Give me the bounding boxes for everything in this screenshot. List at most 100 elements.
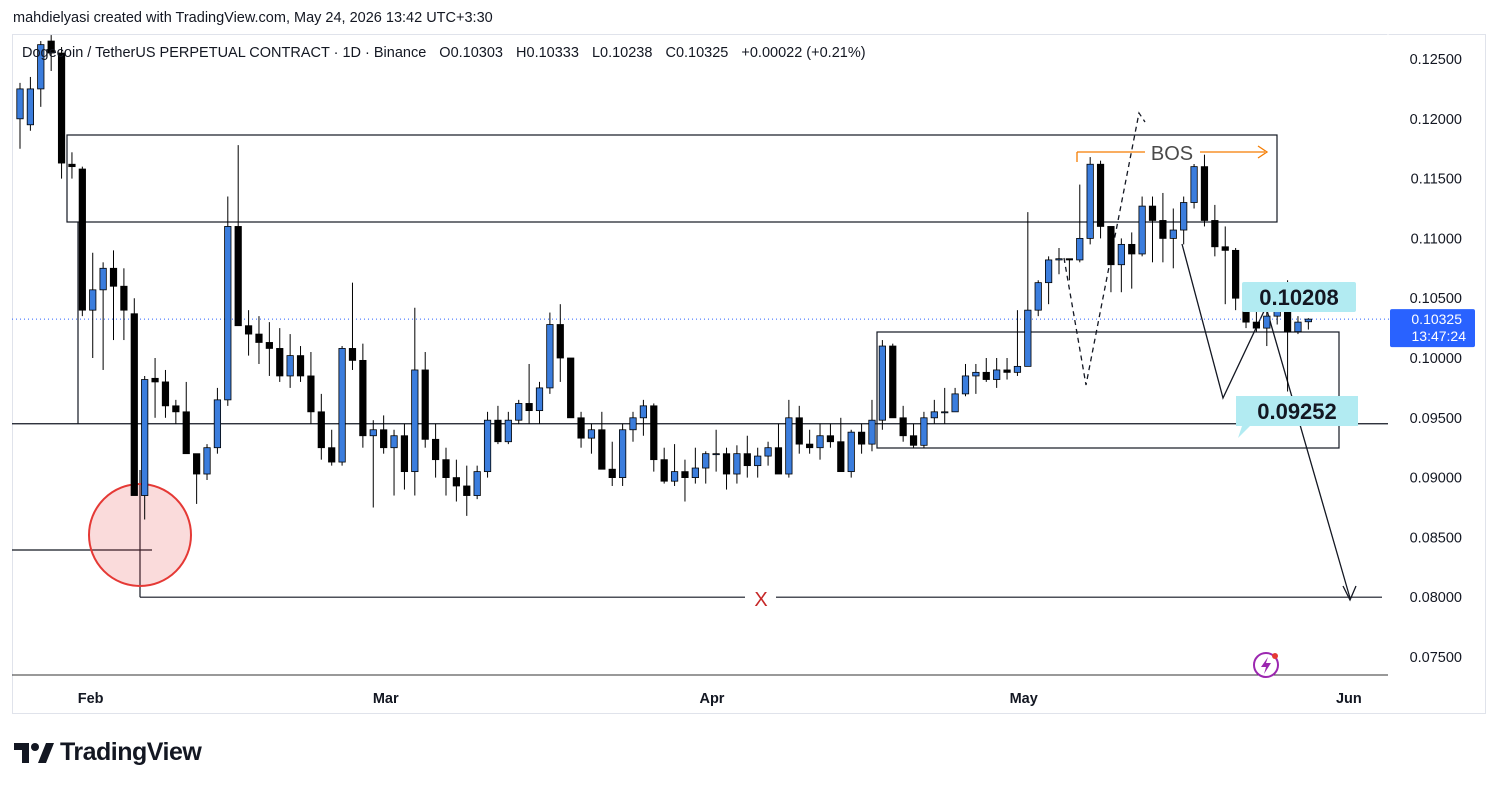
candle-body-bullish xyxy=(390,435,398,449)
candle xyxy=(26,76,34,131)
candle xyxy=(1076,184,1084,263)
symbol-legend[interactable]: Dogecoin / TetherUS PERPETUAL CONTRACT ·… xyxy=(22,45,875,61)
candle xyxy=(78,166,86,317)
candle-body-bullish xyxy=(1086,163,1094,239)
candles-layer[interactable] xyxy=(16,35,1312,520)
candle-body-bullish xyxy=(1263,315,1271,329)
candle-body-bearish xyxy=(172,405,180,413)
candle xyxy=(857,423,866,454)
candle xyxy=(1086,157,1094,245)
lightning-icon-bolt xyxy=(1261,657,1271,674)
candle-body-bullish xyxy=(878,345,886,421)
candle xyxy=(317,393,325,460)
demand-zone-box xyxy=(876,331,1340,449)
bos-label: BOS xyxy=(1151,143,1193,165)
candle-body-bullish xyxy=(338,348,346,463)
candle xyxy=(567,357,575,419)
drawings-layer xyxy=(12,111,1390,602)
legend-change: +0.00022 (+0.21%) xyxy=(741,45,866,61)
candle-body-bearish xyxy=(276,348,284,377)
candle xyxy=(463,465,471,516)
candle-body-bearish xyxy=(743,453,751,467)
price-tick-label: 0.10000 xyxy=(1410,351,1462,367)
candle-body-bearish xyxy=(1128,243,1136,255)
candle xyxy=(1232,247,1240,311)
candle-body-bullish xyxy=(691,467,699,479)
candle xyxy=(847,429,855,478)
candle xyxy=(546,312,554,394)
candle xyxy=(193,453,201,504)
candle-body-bearish xyxy=(1003,369,1011,373)
candle xyxy=(68,152,76,179)
candle-body-bullish xyxy=(37,44,45,90)
candle-body-bearish xyxy=(463,485,471,496)
bos-label-bg xyxy=(1148,140,1198,164)
candle-body-bullish xyxy=(702,453,710,469)
tradingview-logo-icon xyxy=(14,742,54,763)
candle-body-bullish xyxy=(473,471,481,496)
time-tick-label: Mar xyxy=(373,691,399,707)
liquidity-sweep-circle xyxy=(88,483,192,587)
candle xyxy=(982,358,990,382)
candle xyxy=(276,328,284,382)
candle xyxy=(774,423,783,475)
candle xyxy=(993,358,1001,388)
candle xyxy=(109,250,118,341)
candle xyxy=(754,447,762,478)
candle-body-bullish xyxy=(16,88,24,120)
candle-body-bearish xyxy=(660,459,668,482)
x-mark: X xyxy=(754,589,767,611)
candle xyxy=(161,369,170,418)
projected-path xyxy=(1181,243,1351,599)
candle-body-bullish xyxy=(535,387,544,412)
candle xyxy=(141,375,149,520)
candle-body-bullish xyxy=(26,88,34,126)
candle-body-bearish xyxy=(120,285,128,311)
candle-body-bullish xyxy=(213,399,222,449)
candle-body-bullish xyxy=(1045,259,1053,284)
candle-body-bullish xyxy=(629,417,637,431)
tradingview-brand[interactable]: TradingView xyxy=(14,738,202,767)
candle-body-bullish xyxy=(754,455,762,467)
candle xyxy=(795,405,803,454)
time-axis[interactable]: Feb Mar Apr May Jun xyxy=(78,691,1362,707)
candle xyxy=(702,451,710,484)
price-tick-label: 0.09500 xyxy=(1410,411,1462,427)
candle-body-bearish xyxy=(359,359,367,437)
candle xyxy=(1096,160,1105,239)
candle xyxy=(515,399,523,424)
candle xyxy=(1211,204,1219,257)
candle-body-bearish xyxy=(161,381,170,407)
candle-body-bearish xyxy=(567,357,575,419)
candle xyxy=(681,459,689,502)
candle-body-bearish xyxy=(47,40,55,54)
candle-body-bullish xyxy=(670,471,679,482)
candle xyxy=(380,415,388,454)
time-tick-label: Feb xyxy=(78,691,104,707)
candle-body-bullish xyxy=(1013,365,1022,373)
candle xyxy=(452,459,460,502)
candle xyxy=(691,447,699,484)
candle-body-bearish xyxy=(577,417,585,439)
price-tick-label: 0.08500 xyxy=(1410,530,1462,546)
candle xyxy=(172,399,180,424)
candle-body-bearish xyxy=(255,333,263,343)
candle-body-bullish xyxy=(1169,229,1177,239)
price-axis[interactable]: 0.12500 0.12000 0.11500 0.11000 0.10500 0.100… xyxy=(1410,52,1462,666)
candle-body-bullish xyxy=(920,417,928,446)
candle xyxy=(89,252,97,358)
candle xyxy=(348,282,357,370)
candle xyxy=(733,445,741,484)
candle xyxy=(1221,226,1229,305)
candle xyxy=(182,381,190,455)
candle xyxy=(307,352,315,424)
candle-body-bullish xyxy=(203,447,211,475)
label-high-price: 0.10208 xyxy=(1259,285,1339,310)
candle xyxy=(47,35,55,71)
candle-body-bearish xyxy=(442,459,450,479)
candle-body-bearish xyxy=(598,429,606,470)
candle-body-bullish xyxy=(587,429,596,439)
x-mark-bg xyxy=(748,588,774,608)
